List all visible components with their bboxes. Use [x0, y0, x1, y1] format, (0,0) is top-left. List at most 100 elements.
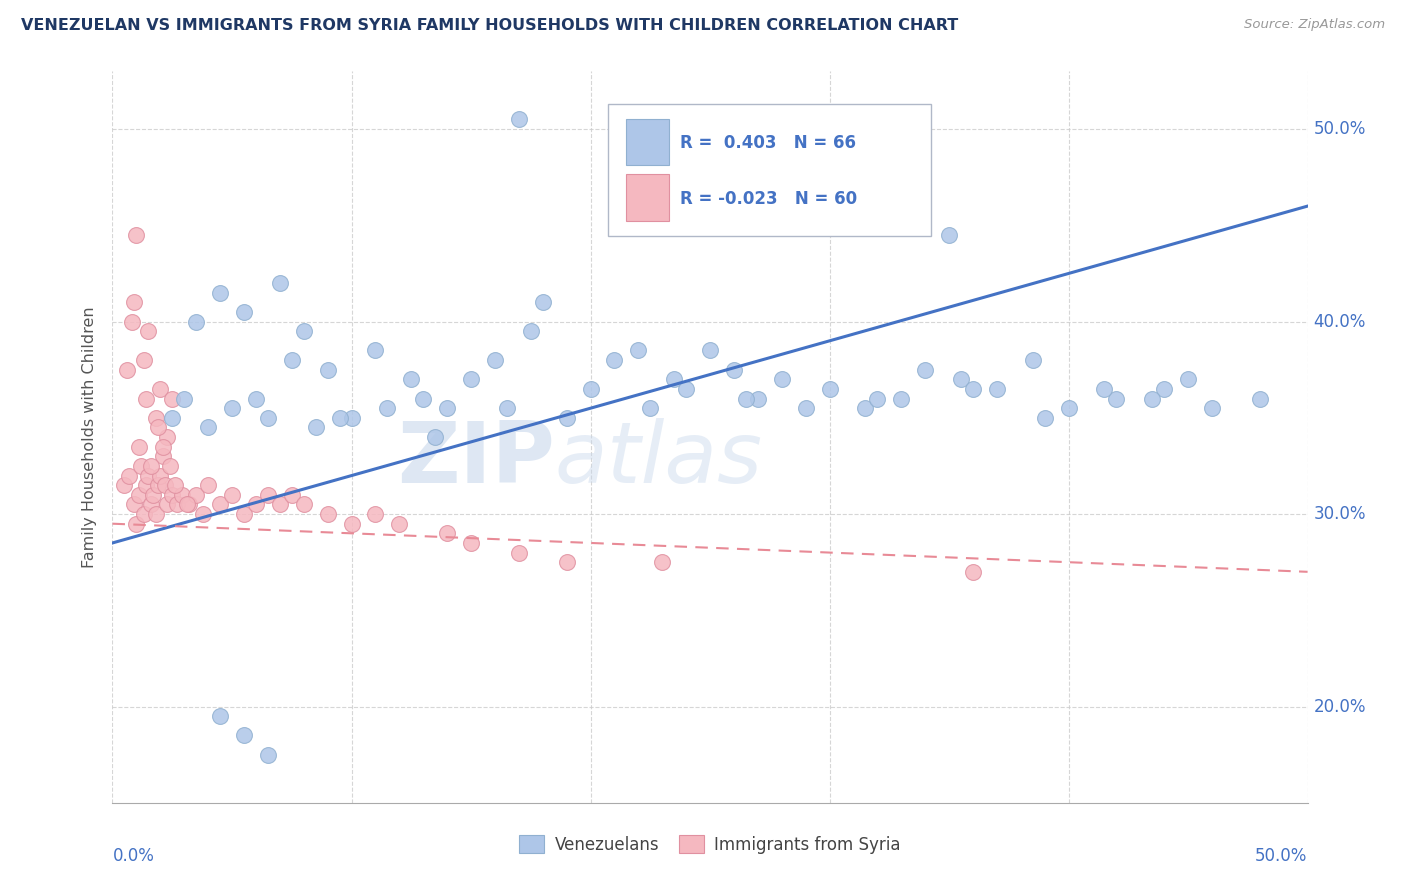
- Point: [938, 227, 960, 242]
- Point: [221, 488, 243, 502]
- Point: [364, 507, 387, 521]
- Point: [1094, 382, 1116, 396]
- Point: [221, 401, 243, 416]
- Point: [962, 382, 984, 396]
- Point: [340, 516, 363, 531]
- FancyBboxPatch shape: [627, 119, 669, 165]
- Point: [723, 362, 745, 376]
- Point: [1105, 392, 1128, 406]
- Point: [149, 382, 172, 396]
- Point: [520, 324, 543, 338]
- Point: [132, 353, 155, 368]
- Point: [818, 382, 841, 396]
- Point: [170, 488, 193, 502]
- Point: [233, 507, 256, 521]
- Point: [159, 458, 181, 473]
- Text: atlas: atlas: [554, 417, 762, 500]
- Point: [125, 227, 148, 242]
- Point: [603, 353, 626, 368]
- Point: [257, 747, 280, 762]
- Point: [162, 410, 183, 425]
- Point: [125, 516, 148, 531]
- Point: [139, 498, 162, 512]
- Point: [377, 401, 399, 416]
- Point: [770, 372, 793, 386]
- Point: [388, 516, 411, 531]
- Point: [209, 285, 232, 300]
- Point: [245, 392, 267, 406]
- Point: [145, 507, 167, 521]
- Point: [675, 382, 697, 396]
- Point: [149, 468, 172, 483]
- Point: [412, 392, 434, 406]
- Point: [166, 498, 188, 512]
- Point: [163, 478, 186, 492]
- Point: [281, 488, 304, 502]
- Point: [914, 362, 936, 376]
- Legend: Venezuelans, Immigrants from Syria: Venezuelans, Immigrants from Syria: [513, 829, 907, 860]
- Point: [245, 498, 267, 512]
- Point: [1033, 410, 1056, 425]
- Point: [139, 458, 162, 473]
- Point: [292, 324, 315, 338]
- Text: 50.0%: 50.0%: [1313, 120, 1367, 138]
- Point: [890, 392, 912, 406]
- Point: [436, 526, 458, 541]
- Point: [1057, 401, 1080, 416]
- Point: [699, 189, 721, 203]
- Point: [269, 498, 291, 512]
- Point: [209, 498, 232, 512]
- Point: [162, 488, 183, 502]
- Point: [138, 324, 160, 338]
- Point: [197, 478, 219, 492]
- Text: R =  0.403   N = 66: R = 0.403 N = 66: [681, 134, 856, 152]
- Text: Source: ZipAtlas.com: Source: ZipAtlas.com: [1244, 18, 1385, 31]
- Point: [675, 824, 697, 838]
- Point: [508, 112, 530, 127]
- Point: [122, 498, 145, 512]
- Point: [460, 536, 482, 550]
- Point: [129, 458, 152, 473]
- Point: [1177, 372, 1199, 386]
- Point: [135, 478, 157, 492]
- Point: [627, 805, 650, 820]
- Point: [186, 315, 208, 329]
- Point: [401, 372, 423, 386]
- Point: [233, 305, 256, 319]
- Point: [364, 343, 387, 358]
- Point: [138, 468, 160, 483]
- Point: [233, 728, 256, 742]
- Text: 50.0%: 50.0%: [1256, 847, 1308, 864]
- Point: [1142, 392, 1164, 406]
- Point: [794, 401, 817, 416]
- Text: 20.0%: 20.0%: [1313, 698, 1367, 715]
- Point: [177, 498, 200, 512]
- Point: [146, 420, 169, 434]
- Point: [664, 372, 686, 386]
- Point: [114, 478, 135, 492]
- Point: [128, 440, 150, 454]
- Text: ZIP: ZIP: [396, 417, 554, 500]
- Point: [257, 410, 280, 425]
- Point: [135, 392, 157, 406]
- Text: 30.0%: 30.0%: [1313, 505, 1367, 523]
- Point: [209, 709, 232, 723]
- Point: [197, 420, 219, 434]
- Point: [152, 450, 174, 464]
- FancyBboxPatch shape: [609, 104, 931, 235]
- Point: [651, 555, 673, 569]
- Point: [152, 440, 174, 454]
- Point: [627, 343, 650, 358]
- Point: [950, 372, 973, 386]
- Point: [555, 410, 578, 425]
- Point: [193, 507, 215, 521]
- Point: [146, 478, 169, 492]
- Point: [508, 545, 530, 559]
- Text: 40.0%: 40.0%: [1313, 312, 1367, 331]
- Point: [132, 507, 155, 521]
- Point: [579, 382, 602, 396]
- Point: [316, 362, 339, 376]
- Point: [128, 488, 150, 502]
- Point: [735, 392, 758, 406]
- Point: [340, 410, 363, 425]
